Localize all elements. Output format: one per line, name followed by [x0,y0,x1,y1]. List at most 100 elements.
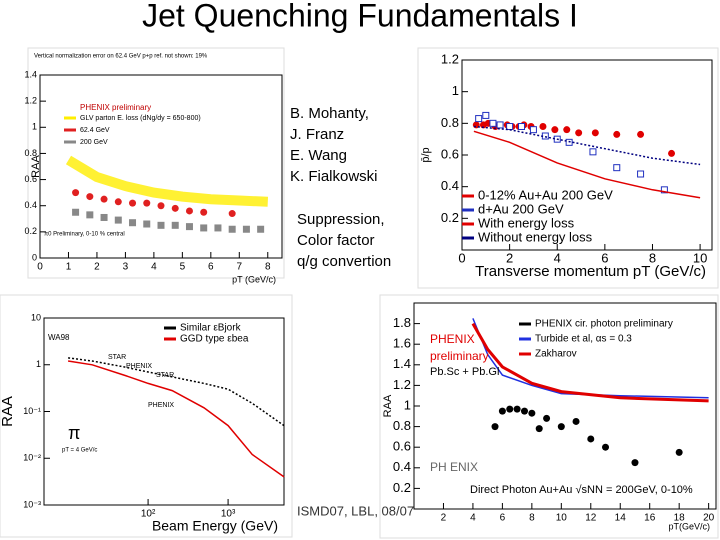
x-axis-label: Beam Energy (GeV) [152,518,278,534]
x-tick-label: 12 [585,513,597,524]
author: E. Wang [290,147,347,164]
annotation: π [68,423,80,443]
data-point [506,405,514,413]
x-tick-label: 20 [703,513,715,524]
annotation: π0 Preliminary, 0-10 % central [44,232,125,238]
author: B. Mohanty, [290,105,369,122]
data-point [185,223,193,231]
x-tick-label: 4 [151,262,157,273]
author: K. Fialkowski [290,168,378,185]
y-tick-label: 1 [404,397,411,412]
legend-label: 62.4 GeV [80,127,110,134]
annotation: STAR [156,372,174,379]
y-tick-label: 1 [32,122,37,132]
data-point [72,208,80,216]
data-point [86,211,94,219]
x-tick-label: 0 [37,262,43,273]
data-point [491,423,499,431]
annotation: Pb.Sc + Pb.Gl [430,366,499,378]
x-tick-label: 2 [441,513,447,524]
legend-label: 0-12% Au+Au 200 GeV [478,187,613,202]
legend-label: GLV parton E. loss (dNg/dy = 650-800) [80,115,201,122]
figure-frame [27,47,285,279]
annotation: PHENIX [148,402,174,409]
series-line [68,357,285,427]
y-tick-label: 1.2 [24,96,37,106]
y-tick-label: 1.2 [393,377,411,392]
data-point [535,425,543,433]
data-point [171,221,179,229]
y-axis-label: RAA [382,394,394,417]
annotation: STAR [108,354,126,361]
data-point [72,189,80,197]
y-tick-label: 10⁻² [23,453,41,463]
legend-label: Turbide et al, αs = 0.3 [535,334,632,345]
data-point [86,193,94,201]
series-line [67,360,285,478]
annotation: PH ENIX [430,460,478,474]
annotation: PHENIX [126,363,152,370]
legend-label: Without energy loss [478,229,593,244]
data-point [214,224,222,232]
data-point [129,199,137,207]
data-point [498,407,506,415]
data-point [589,148,597,156]
data-point [489,119,497,127]
y-axis-label: RAA [0,396,16,427]
y-tick-label: 0.6 [24,174,37,184]
author: J. Franz [290,126,344,143]
y-tick-label: 1.4 [24,69,37,79]
series-line [472,318,709,399]
data-point [675,448,683,456]
x-tick-label: 10 [693,250,707,265]
data-point [563,126,571,134]
data-point [129,219,137,227]
x-tick-label: 2 [94,262,100,273]
data-point [100,213,108,221]
data-point [543,414,551,422]
x-tick-label: 4 [470,513,476,524]
data-point [520,407,528,415]
x-tick-label: 2 [506,250,513,265]
legend-label: GGD type εbea [180,334,249,345]
data-point [631,459,639,467]
data-point [100,195,108,203]
legend-label: Zakharov [535,349,577,360]
data-point [257,225,265,233]
y-tick-label: 0.8 [24,148,37,158]
note: Suppression, [297,211,385,228]
data-point [242,225,250,233]
y-axis-label: RAA [30,155,42,178]
x-tick-label: 10² [141,509,156,520]
y-tick-label: 0.8 [441,115,459,130]
series-line [471,322,709,403]
x-tick-label: 8 [649,250,656,265]
data-point [518,123,526,130]
figure: 0 0.2 0.4 0.6 0.8 1 1.2 1.4 0 1 2 3 4 5 6 7 8pT (GeV/c) R… [24,47,285,284]
data-point [200,208,208,216]
note: q/g convertion [297,253,391,270]
annotation: Vertical normalization error on 62.4 GeV… [34,54,208,60]
data-point [587,435,595,443]
data-point [200,224,208,232]
x-tick-label: 0 [458,250,465,265]
series-line [473,125,701,166]
x-tick-label: 7 [237,262,243,273]
y-tick-label: 0.2 [441,210,459,225]
y-tick-label: 0.2 [393,480,411,495]
data-point [637,130,645,138]
annotation: PHENIX preliminary [80,103,151,112]
data-point [185,207,193,215]
x-tick-label: 3 [123,262,129,273]
data-point [513,405,521,413]
x-axis-label: pT(GeV/c) [668,521,710,531]
data-point [575,129,583,137]
data-point [228,210,236,218]
y-tick-label: 1 [452,83,459,98]
y-tick-label: 10⁻¹ [23,406,41,416]
slide-title: Jet Quenching Fundamentals I [142,0,578,33]
figure-frame [417,47,719,289]
x-tick-label: 6 [208,262,214,273]
data-point [114,216,122,224]
